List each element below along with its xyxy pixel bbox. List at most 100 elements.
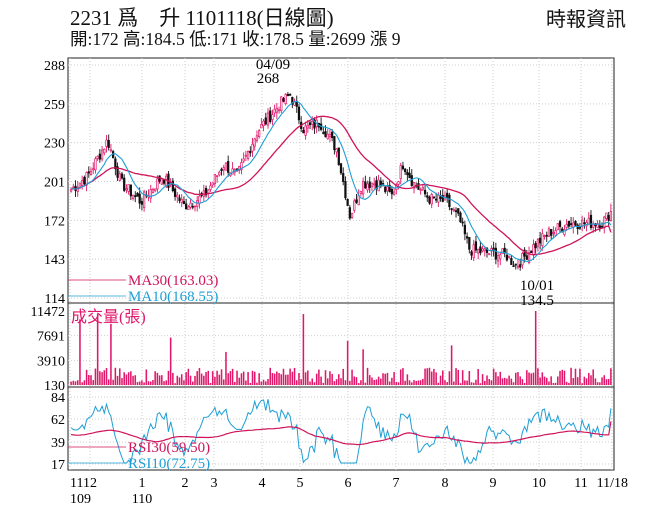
volume-bar [391,377,393,385]
volume-bar [384,373,387,385]
volume-bar [565,381,568,385]
candle-body [554,230,557,236]
volume-bar [541,372,544,385]
volume-bar [459,383,462,385]
volume-bar [123,372,125,385]
candle-body [286,93,290,97]
y-tick-label: 130 [44,379,65,394]
volume-bar [590,375,592,385]
candle-body [107,139,110,148]
volume-bar [592,369,594,385]
volume-bar [88,374,90,385]
candle-body [532,244,535,256]
volume-bar [528,372,530,385]
candle-body [373,183,376,186]
volume-bar [599,382,601,385]
volume-bar [198,368,201,385]
volume-label: 成交量(張) [71,308,146,326]
volume-bar [218,374,221,385]
volume-bar [488,379,490,385]
price-annotation: 04/09 [256,57,290,73]
candle-body [348,207,351,219]
candle-body [589,214,593,228]
candle-body [313,119,316,129]
candle-body [129,184,132,197]
candle-body [81,180,84,186]
candle-body [437,195,440,203]
volume-bar [426,368,429,385]
x-tick-label: 11 [70,476,83,491]
volume-bar [605,379,608,385]
volume-bar [110,323,112,385]
candle-body [470,251,473,256]
x-tick-label: 4 [259,476,266,491]
volume-bar [149,381,152,385]
ma10-line [70,100,612,263]
candle-body [454,210,458,213]
candle-body [193,205,197,208]
candle-body [273,108,276,114]
volume-bar [417,380,420,385]
volume-bar [315,373,318,385]
volume-bar [583,376,586,385]
volume-bar [280,374,283,385]
candle-body [574,220,577,226]
candle-body [260,124,263,129]
y-tick-label: 11472 [31,305,65,320]
candle-body [69,189,73,192]
volume-bar [351,369,353,385]
volume-bar [234,381,236,385]
volume-bar [338,374,340,385]
volume-bar [136,382,139,385]
volume-bar [291,371,294,385]
volume-bar [169,337,172,385]
candle-body [607,215,610,221]
candle-body [496,255,500,262]
candle-body [275,107,278,113]
volume-bar [240,373,243,385]
candle-body [304,125,307,136]
volume-bar [495,372,497,385]
volume-bar [439,375,442,385]
candle-body [176,194,179,198]
volume-bar [96,314,99,385]
candle-body [189,202,192,208]
candle-body [399,165,402,180]
price-annotation: 268 [257,71,280,87]
y-tick-label: 7691 [37,330,65,345]
volume-bar [83,380,86,385]
volume-bar [397,382,400,385]
volume-bar [70,381,72,385]
candle-body [114,158,117,170]
candle-body [505,254,509,261]
candle-body [558,221,562,227]
candle-body [426,195,429,198]
candle-body [92,168,95,171]
volume-bar [269,367,271,385]
candle-body [98,153,101,160]
volume-bar [568,382,570,385]
volume-bar [172,372,174,385]
volume-bar [278,372,280,385]
volume-bar [601,377,603,385]
volume-bar [236,370,238,385]
volume-bar [138,381,141,385]
volume-bar [437,382,440,385]
candle-body [140,201,144,205]
volume-bar [200,373,203,385]
volume-bar [514,372,517,385]
candle-body [350,212,354,218]
candle-body [105,139,108,147]
volume-bar [576,377,579,385]
candle-body [123,177,126,191]
volume-bar [130,371,132,385]
volume-bar [92,380,95,385]
y-tick-label: 3910 [37,354,65,369]
volume-bar [411,382,413,385]
candle-body [255,135,259,141]
candle-body [545,234,548,237]
volume-bar [563,370,566,385]
volume-bar [214,376,216,385]
volume-bar [260,381,263,385]
volume-bar [309,381,311,385]
